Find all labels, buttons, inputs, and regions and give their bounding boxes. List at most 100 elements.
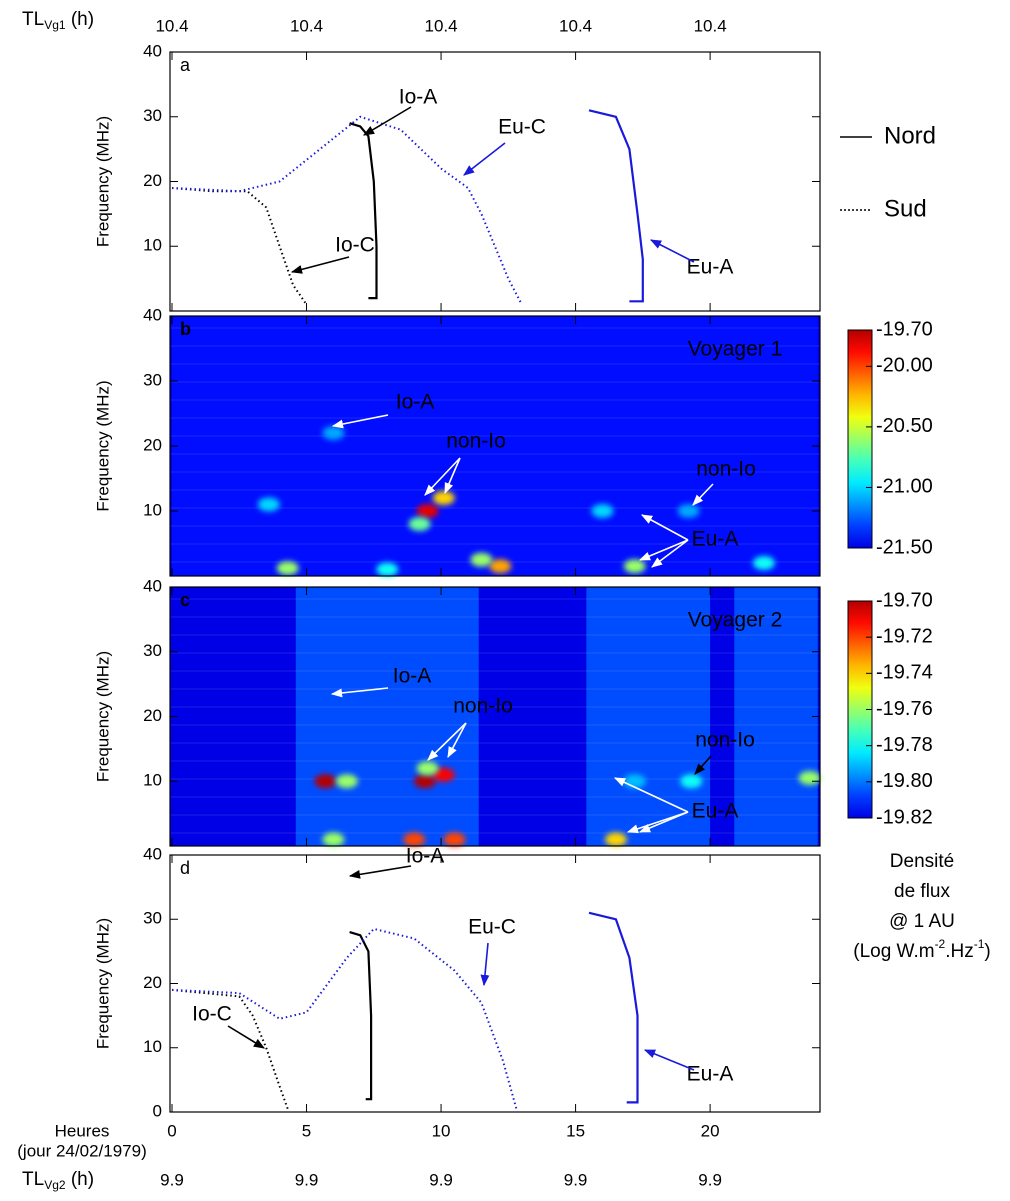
annotation-arrow (331, 414, 389, 429)
colorbar-unit-part: (Log W.m (853, 941, 934, 962)
annotation: non-Io (696, 458, 756, 481)
burst (322, 832, 345, 847)
y-tick-label: 20 (143, 706, 162, 725)
annotation-arrow (290, 256, 350, 274)
annotation-arrow (447, 722, 467, 758)
colorbar-tick-label: -19.70 (876, 318, 933, 340)
annotation: Io-C (192, 1003, 232, 1026)
burst (432, 491, 455, 505)
burst (322, 426, 345, 440)
burst (276, 561, 299, 576)
burst (408, 517, 431, 531)
burst (623, 559, 646, 574)
legend-label: Nord (884, 122, 936, 149)
colorbar-tick-label: -21.00 (876, 476, 933, 498)
annotation-arrow (424, 457, 461, 496)
annotation-arrow (638, 539, 689, 561)
axis-label-part: (h) (66, 1169, 95, 1190)
bottom2-tick-label: 9.9 (564, 1170, 588, 1189)
coverage (586, 587, 711, 846)
panel-letter: b (180, 319, 191, 339)
top-tick-label: 10.4 (155, 16, 188, 35)
colorbar-tick-label: -19.74 (876, 662, 933, 684)
annotation: Io-A (399, 86, 438, 109)
annotation-arrow (638, 811, 689, 833)
curve (588, 911, 639, 1104)
axis-label-part: Vg1 (44, 18, 66, 32)
annotation-arrow (227, 1025, 265, 1049)
colorbar-unit-part: .Hz (945, 941, 974, 962)
panel (171, 109, 644, 306)
annotation: non-Io (446, 430, 506, 453)
y-tick-label: 10 (143, 771, 162, 790)
y-tick-label: 30 (143, 641, 162, 660)
burst (416, 504, 439, 518)
annotation-arrow (650, 239, 695, 263)
burst (591, 504, 614, 518)
annotation: Io-C (335, 234, 375, 257)
burst (752, 556, 775, 570)
annotation: Eu-C (468, 916, 516, 939)
y-axis-label: Frequency (MHz) (93, 918, 112, 1049)
burst (489, 559, 512, 574)
burst (677, 504, 700, 518)
burst (416, 761, 439, 776)
annotation-arrow (330, 687, 389, 698)
annotation: non-Io (453, 695, 513, 718)
annotation-arrow (651, 539, 689, 568)
y-tick-label: 10 (143, 236, 162, 255)
burst (680, 774, 703, 789)
burst (432, 767, 455, 782)
legend-label: Sud (884, 195, 927, 222)
annotation-arrow (480, 942, 490, 987)
annotation-arrow (348, 865, 412, 879)
y-tick-label: 30 (143, 106, 162, 125)
axis-label: TLVg1 (h) (22, 9, 94, 32)
y-tick-label: 30 (143, 909, 162, 928)
burst (257, 497, 280, 512)
curve (171, 988, 289, 1110)
colorbar-label: Densité (890, 851, 954, 872)
annotation: Io-A (396, 391, 435, 414)
x-tick-label: 0 (167, 1121, 176, 1140)
burst (623, 774, 646, 789)
annotation-arrow (613, 777, 689, 813)
colorbar-label: @ 1 AU (889, 911, 955, 932)
y-tick-label: 20 (143, 171, 162, 190)
panel-letter: a (180, 55, 191, 75)
curve (171, 927, 518, 1110)
panel (170, 587, 821, 847)
colorbar-tick-label: -21.50 (876, 536, 933, 558)
y-tick-label: 0 (153, 1101, 162, 1120)
y-axis-label: Frequency (MHz) (93, 380, 112, 511)
burst (314, 774, 337, 789)
bottom2-tick-label: 9.9 (698, 1170, 722, 1189)
annotation-arrow (692, 483, 714, 506)
annotation-arrow (363, 106, 412, 136)
colorbar-tick-label: -19.76 (876, 698, 933, 720)
curve (588, 109, 644, 303)
y-tick-label: 30 (143, 370, 162, 389)
colorbar-label: de flux (894, 881, 950, 902)
top-tick-label: 10.4 (559, 16, 592, 35)
colorbar (847, 329, 873, 549)
burst (335, 774, 358, 789)
axis-label-part: TL (22, 9, 44, 30)
panel (170, 316, 820, 577)
colorbar-tick-label: -20.00 (876, 355, 933, 377)
bottom2-tick-label: 9.9 (429, 1170, 453, 1189)
colorbar-tick-label: -19.80 (876, 770, 933, 792)
annotation: Eu-C (498, 116, 546, 139)
annotation: Eu-A (687, 1063, 734, 1086)
colorbar-tick-label: -20.50 (876, 415, 933, 437)
coverage (734, 587, 818, 846)
y-tick-label: 10 (143, 500, 162, 519)
annotation: Io-A (393, 665, 432, 688)
panel (171, 911, 639, 1110)
x-tick-label: 20 (701, 1121, 720, 1140)
bottom2-tick-label: 9.9 (295, 1170, 319, 1189)
panel-letter: d (180, 858, 190, 878)
axis-label-part: Vg2 (44, 1178, 66, 1192)
